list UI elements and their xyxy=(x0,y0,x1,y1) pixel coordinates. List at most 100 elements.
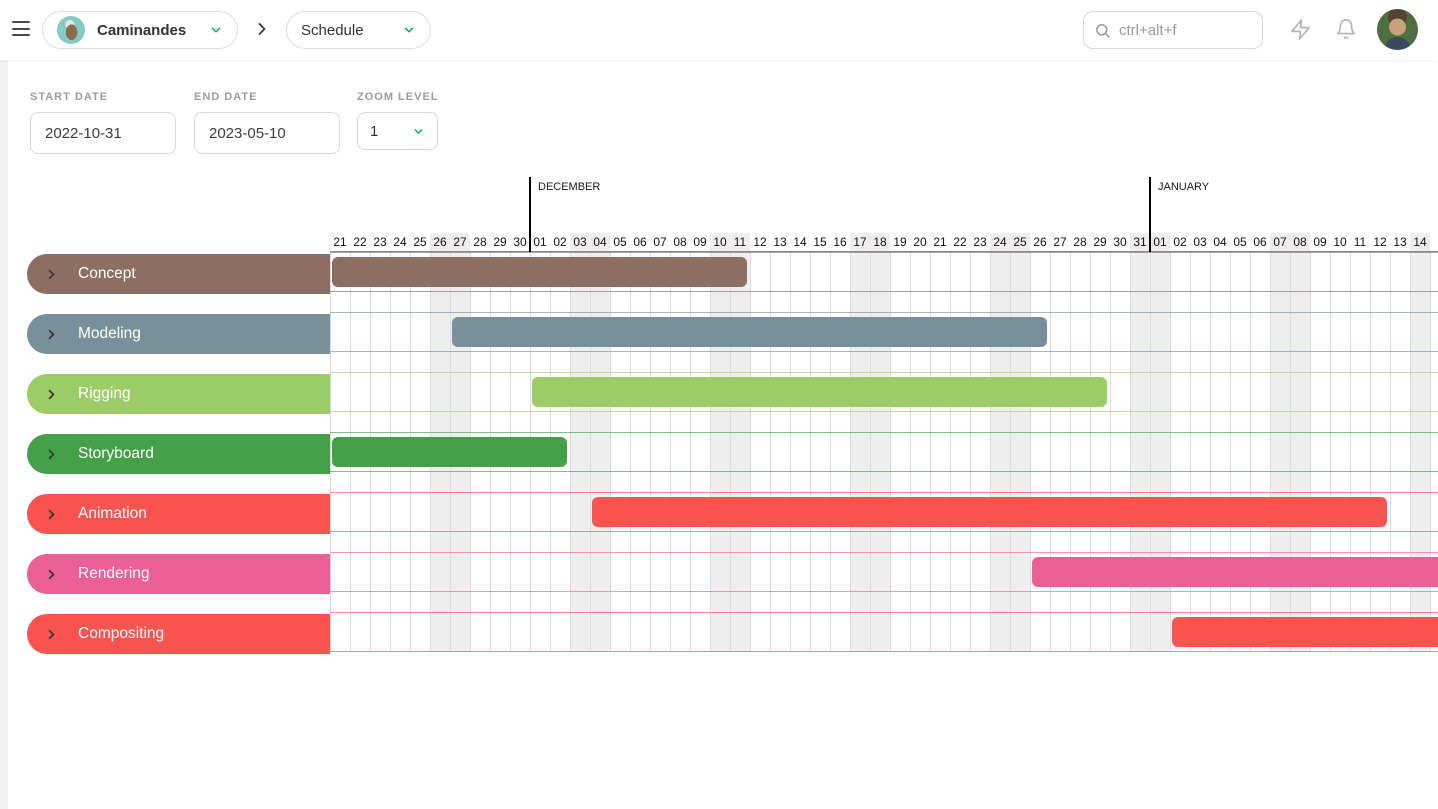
day-label: 01 xyxy=(533,235,547,249)
day-grid-line xyxy=(1370,252,1371,652)
day-grid-line xyxy=(830,252,831,652)
day-label: 14 xyxy=(793,235,807,249)
day-label: 18 xyxy=(873,235,887,249)
day-grid-line xyxy=(610,252,611,652)
task-bar[interactable] xyxy=(532,377,1107,407)
task-row-header[interactable]: Rigging xyxy=(27,374,330,414)
day-label: 26 xyxy=(433,235,447,249)
day-label: 13 xyxy=(1393,235,1407,249)
task-lane xyxy=(330,492,1438,532)
day-grid-line xyxy=(1390,252,1391,652)
task-bar[interactable] xyxy=(452,317,1047,347)
day-grid-line xyxy=(1230,252,1231,652)
weekend-column xyxy=(1290,233,1310,652)
day-label: 24 xyxy=(393,235,407,249)
day-label: 09 xyxy=(693,235,707,249)
weekend-column xyxy=(1150,233,1170,652)
search-input[interactable] xyxy=(1119,21,1249,39)
day-label: 19 xyxy=(893,235,907,249)
day-label: 26 xyxy=(1033,235,1047,249)
task-bar[interactable] xyxy=(1172,617,1438,647)
day-grid-line xyxy=(890,252,891,652)
day-grid-line xyxy=(330,252,331,652)
day-label: 04 xyxy=(1213,235,1227,249)
day-label: 02 xyxy=(553,235,567,249)
task-row-header[interactable]: Storyboard xyxy=(27,434,330,474)
chevron-down-icon xyxy=(412,125,425,138)
day-grid-line xyxy=(1150,252,1151,652)
day-grid-line xyxy=(1250,252,1251,652)
month-divider-line xyxy=(529,177,531,252)
user-avatar[interactable] xyxy=(1377,9,1418,50)
task-row-header[interactable]: Rendering xyxy=(27,554,330,594)
notifications-bell-icon[interactable] xyxy=(1335,18,1357,45)
day-label: 27 xyxy=(453,235,467,249)
day-label: 22 xyxy=(953,235,967,249)
task-lane xyxy=(330,432,1438,472)
topbar: Caminandes Schedule xyxy=(0,0,1438,60)
day-grid-line xyxy=(790,252,791,652)
day-grid-line xyxy=(570,252,571,652)
end-date-input[interactable] xyxy=(194,112,340,154)
hamburger-menu-icon[interactable] xyxy=(12,21,30,37)
day-grid-line xyxy=(710,252,711,652)
day-grid-line xyxy=(590,252,591,652)
task-bar[interactable] xyxy=(1032,557,1438,587)
day-grid-line xyxy=(850,252,851,652)
day-label: 29 xyxy=(493,235,507,249)
day-label: 25 xyxy=(1013,235,1027,249)
task-bar[interactable] xyxy=(592,497,1387,527)
task-row-header[interactable]: Compositing xyxy=(27,614,330,654)
weekend-column xyxy=(1130,233,1150,652)
day-label: 06 xyxy=(1253,235,1267,249)
breadcrumb-separator-icon xyxy=(252,19,272,44)
day-grid-line xyxy=(730,252,731,652)
month-label: JANUARY xyxy=(1158,181,1210,193)
day-label: 05 xyxy=(1233,235,1247,249)
day-grid-line xyxy=(1350,252,1351,652)
section-name: Schedule xyxy=(301,21,364,39)
day-label: 23 xyxy=(973,235,987,249)
task-bar[interactable] xyxy=(332,257,747,287)
task-lane xyxy=(330,552,1438,592)
task-name: Storyboard xyxy=(78,445,154,462)
day-label: 14 xyxy=(1413,235,1427,249)
task-lane xyxy=(330,252,1438,292)
day-label: 08 xyxy=(673,235,687,249)
zoom-level-select[interactable]: 1 xyxy=(357,112,438,150)
day-label: 12 xyxy=(1373,235,1387,249)
day-label: 07 xyxy=(1273,235,1287,249)
day-label: 05 xyxy=(613,235,627,249)
task-row-header[interactable]: Modeling xyxy=(27,314,330,354)
day-label: 12 xyxy=(753,235,767,249)
day-grid-line xyxy=(1310,252,1311,652)
start-date-input[interactable] xyxy=(30,112,176,154)
day-label: 24 xyxy=(993,235,1007,249)
day-label: 30 xyxy=(1113,235,1127,249)
day-grid-line xyxy=(1330,252,1331,652)
day-label: 09 xyxy=(1313,235,1327,249)
task-bar[interactable] xyxy=(332,437,567,467)
day-label: 03 xyxy=(573,235,587,249)
task-row-header[interactable]: Concept xyxy=(27,254,330,294)
day-grid-line xyxy=(1270,252,1271,652)
row-expand-chevron-icon xyxy=(44,627,59,642)
day-label: 23 xyxy=(373,235,387,249)
day-grid-line xyxy=(770,252,771,652)
search-box[interactable] xyxy=(1083,11,1263,49)
project-avatar xyxy=(57,16,85,44)
day-grid-line xyxy=(630,252,631,652)
day-label: 21 xyxy=(333,235,347,249)
quick-actions-bolt-icon[interactable] xyxy=(1289,18,1312,46)
day-grid-line xyxy=(1130,252,1131,652)
day-grid-line xyxy=(1050,252,1051,652)
row-expand-chevron-icon xyxy=(44,327,59,342)
day-grid-line xyxy=(1090,252,1091,652)
day-label: 03 xyxy=(1193,235,1207,249)
day-grid-line xyxy=(970,252,971,652)
task-row-header[interactable]: Animation xyxy=(27,494,330,534)
day-grid-line xyxy=(910,252,911,652)
day-label: 02 xyxy=(1173,235,1187,249)
project-selector[interactable]: Caminandes xyxy=(42,11,238,49)
section-selector[interactable]: Schedule xyxy=(286,11,431,49)
